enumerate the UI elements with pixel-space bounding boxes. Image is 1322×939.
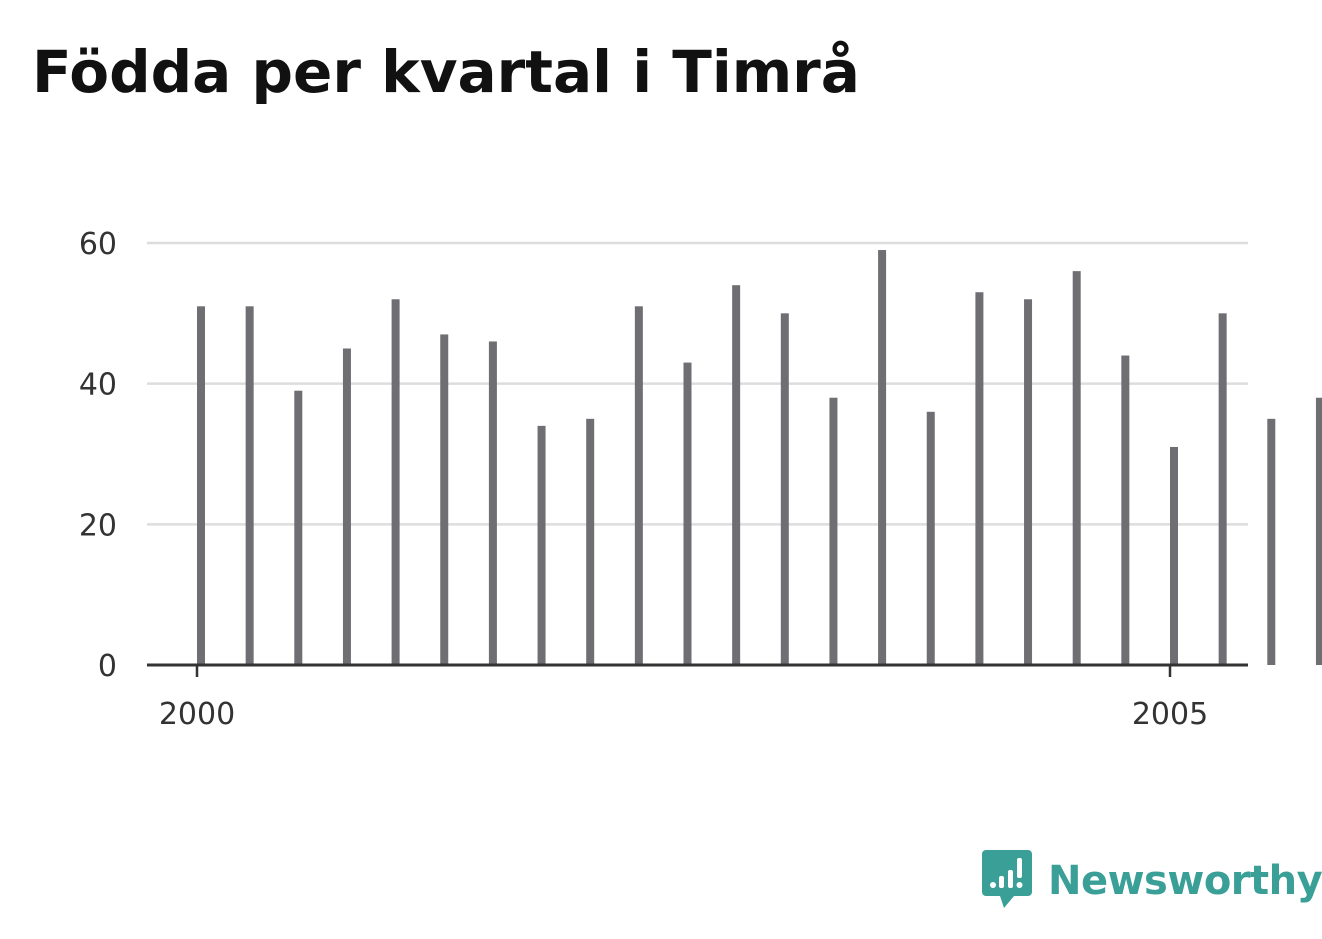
bar xyxy=(1024,299,1033,665)
axes: 0204060200020052010201520202025 xyxy=(79,227,1248,732)
bar xyxy=(1315,397,1322,665)
bar xyxy=(537,425,546,665)
bar xyxy=(294,390,303,665)
bar xyxy=(732,285,741,665)
bar xyxy=(488,341,497,665)
bar xyxy=(197,306,205,665)
y-tick-label-40: 40 xyxy=(79,368,117,403)
bar xyxy=(780,313,789,665)
bar xyxy=(1121,355,1130,665)
grid-lines xyxy=(147,241,1248,526)
bar xyxy=(683,362,692,665)
bar xyxy=(1170,446,1178,665)
y-tick-label-20: 20 xyxy=(79,508,117,543)
bar xyxy=(878,250,887,665)
bar xyxy=(342,348,351,665)
chart-title: Födda per kvartal i Timrå xyxy=(32,38,860,106)
bar-series xyxy=(197,250,1322,665)
x-tick-label-2005: 2005 xyxy=(1132,697,1208,732)
bar xyxy=(1267,418,1276,665)
brand-logo[interactable]: Newsworthy xyxy=(982,850,1322,912)
bar xyxy=(245,306,254,665)
y-tick-label-60: 60 xyxy=(79,227,117,262)
bar xyxy=(440,334,449,665)
bar xyxy=(975,292,984,665)
brand-name: Newsworthy xyxy=(1048,858,1322,904)
bar xyxy=(1218,313,1227,665)
y-tick-label-0: 0 xyxy=(98,649,117,684)
x-tick-label-2000: 2000 xyxy=(159,697,235,732)
newsworthy-logo-icon xyxy=(982,850,1032,908)
bar xyxy=(1072,271,1081,665)
bar xyxy=(926,411,935,665)
bar xyxy=(829,397,838,665)
bar xyxy=(586,418,595,665)
bar xyxy=(391,299,400,665)
bar xyxy=(634,306,643,665)
